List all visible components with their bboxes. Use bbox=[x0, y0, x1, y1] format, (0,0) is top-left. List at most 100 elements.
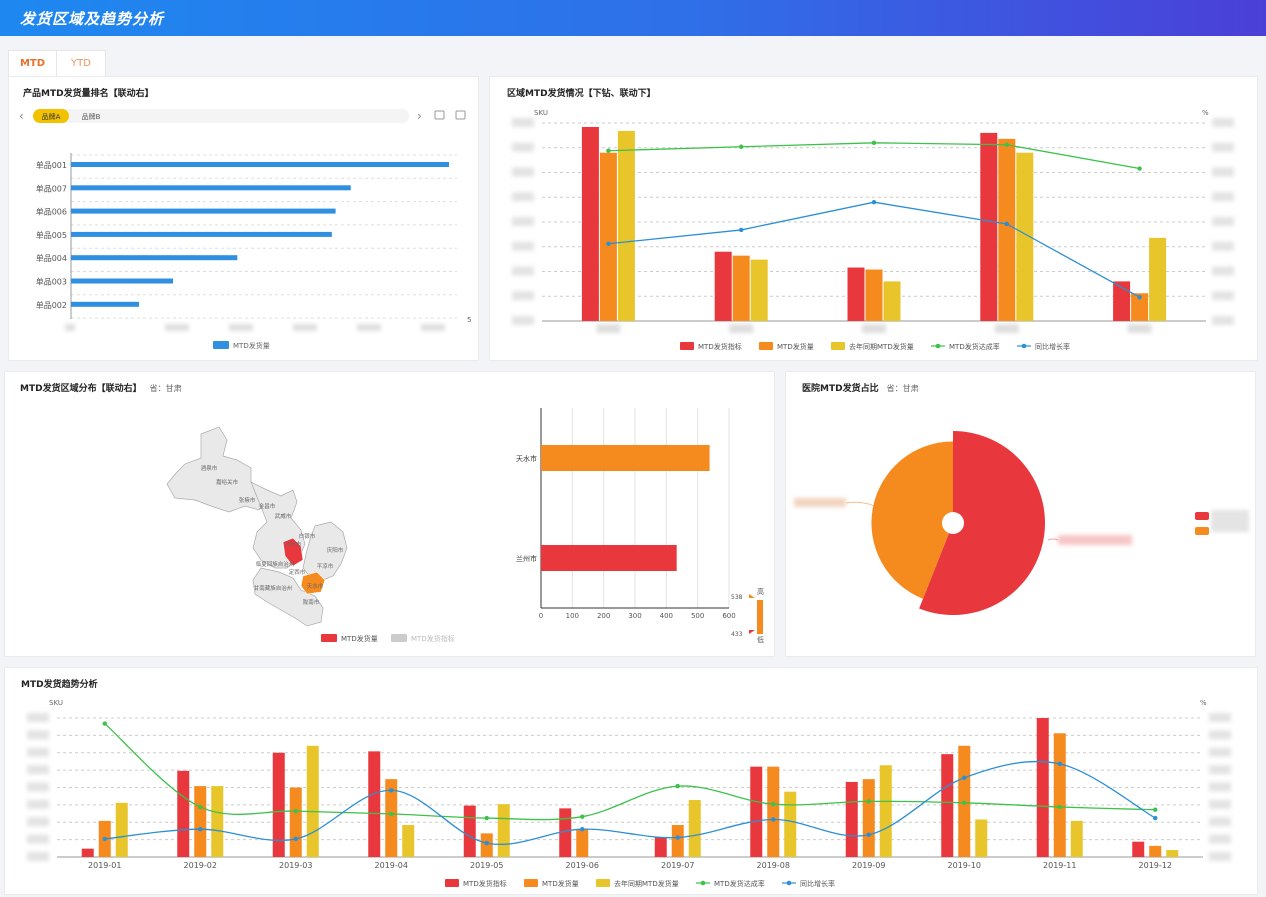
trend-bar[interactable] bbox=[402, 825, 415, 857]
region-line[interactable] bbox=[608, 142, 1140, 170]
trend-legend-label[interactable]: MTD发货达成率 bbox=[714, 879, 765, 888]
region-legend-label[interactable]: MTD发货量 bbox=[777, 342, 814, 351]
trend-bar[interactable] bbox=[497, 804, 510, 857]
map-legend-swatch-volume[interactable] bbox=[321, 634, 337, 642]
trend-line-point[interactable] bbox=[1153, 815, 1158, 821]
trend-legend-label[interactable]: 同比增长率 bbox=[800, 879, 835, 888]
trend-legend-label[interactable]: MTD发货指标 bbox=[463, 879, 507, 888]
region-bar[interactable] bbox=[750, 259, 768, 321]
map-lanzhou[interactable] bbox=[282, 537, 304, 567]
region-bar[interactable] bbox=[1131, 293, 1149, 321]
chip-prev-icon[interactable]: ‹ bbox=[19, 109, 24, 123]
trend-bar[interactable] bbox=[385, 779, 398, 857]
trend-line-point[interactable] bbox=[198, 827, 203, 832]
region-legend-swatch[interactable] bbox=[831, 342, 845, 350]
trend-bar[interactable] bbox=[463, 805, 476, 857]
region-bar[interactable] bbox=[1149, 237, 1167, 321]
trend-bar[interactable] bbox=[862, 779, 875, 857]
trend-bar[interactable] bbox=[879, 765, 892, 857]
trend-bar[interactable] bbox=[1149, 845, 1162, 857]
region-legend-swatch[interactable] bbox=[680, 342, 694, 350]
trend-bar[interactable] bbox=[306, 745, 319, 857]
trend-bar[interactable] bbox=[688, 800, 701, 857]
trend-line-point[interactable] bbox=[389, 788, 394, 793]
visual-map-bar[interactable] bbox=[757, 600, 763, 634]
trend-bar[interactable] bbox=[941, 754, 954, 857]
trend-line-point[interactable] bbox=[580, 814, 585, 819]
region-legend-swatch[interactable] bbox=[759, 342, 773, 350]
rank-bar[interactable] bbox=[71, 301, 140, 307]
visual-map[interactable]: 高 低 538 433 bbox=[731, 587, 764, 644]
region-bar[interactable] bbox=[847, 267, 865, 321]
trend-line-point[interactable] bbox=[771, 801, 776, 807]
rank-bar[interactable] bbox=[71, 231, 332, 237]
region-legend-swatch[interactable] bbox=[1021, 343, 1027, 349]
trend-line-point[interactable] bbox=[102, 721, 107, 726]
trend-line-point[interactable] bbox=[102, 836, 107, 842]
trend-bar[interactable] bbox=[194, 786, 207, 857]
trend-bar[interactable] bbox=[654, 837, 667, 857]
trend-bar[interactable] bbox=[559, 808, 572, 857]
pie-legend-swatch-b[interactable] bbox=[1195, 527, 1209, 535]
rank-bar[interactable] bbox=[71, 162, 449, 167]
map-legend-target[interactable]: MTD发货指标 bbox=[411, 634, 455, 643]
rank-legend-swatch[interactable] bbox=[213, 341, 229, 349]
region-bar[interactable] bbox=[617, 130, 635, 321]
region-bar[interactable] bbox=[998, 138, 1016, 321]
trend-bar[interactable] bbox=[1166, 850, 1179, 857]
map-tianshui[interactable] bbox=[300, 571, 326, 595]
trend-legend-label[interactable]: 去年同期MTD发货量 bbox=[614, 879, 679, 888]
trend-line-point[interactable] bbox=[962, 800, 967, 805]
trend-line-point[interactable] bbox=[293, 808, 298, 814]
trend-line-point[interactable] bbox=[675, 835, 680, 840]
trend-line-point[interactable] bbox=[675, 783, 680, 789]
region-bar[interactable] bbox=[714, 251, 732, 321]
pie-slice[interactable] bbox=[919, 431, 1045, 615]
trend-bar[interactable] bbox=[767, 766, 780, 857]
trend-legend-swatch[interactable] bbox=[700, 880, 706, 886]
trend-bar[interactable] bbox=[177, 770, 190, 857]
region-legend-label[interactable]: 同比增长率 bbox=[1035, 342, 1070, 351]
region-bar[interactable] bbox=[599, 152, 617, 321]
trend-line-point[interactable] bbox=[1153, 807, 1158, 812]
region-bar[interactable] bbox=[732, 255, 750, 321]
visual-map-handle-low-icon[interactable] bbox=[749, 630, 755, 634]
region-line-point[interactable] bbox=[606, 241, 611, 246]
trend-bar[interactable] bbox=[845, 781, 858, 857]
region-line-point[interactable] bbox=[1137, 295, 1142, 300]
map-region-east[interactable] bbox=[302, 521, 348, 581]
pie-slice[interactable] bbox=[871, 441, 953, 599]
trend-bar[interactable] bbox=[272, 752, 285, 857]
region-line-point[interactable] bbox=[606, 148, 611, 153]
region-bar[interactable] bbox=[865, 269, 883, 321]
region-bar[interactable] bbox=[1113, 281, 1131, 321]
trend-bar[interactable] bbox=[289, 787, 302, 858]
region-line-point[interactable] bbox=[1137, 166, 1142, 171]
region-line-point[interactable] bbox=[739, 227, 744, 233]
gansu-map[interactable] bbox=[166, 426, 348, 627]
trend-line-point[interactable] bbox=[962, 775, 967, 780]
trend-legend-label[interactable]: MTD发货量 bbox=[542, 879, 579, 888]
trend-line-point[interactable] bbox=[484, 815, 489, 821]
trend-bar[interactable] bbox=[1132, 841, 1145, 857]
chip-next-icon[interactable]: › bbox=[417, 109, 422, 123]
region-bar[interactable] bbox=[1016, 152, 1034, 321]
region-legend-swatch[interactable] bbox=[935, 343, 941, 349]
rank-bar[interactable] bbox=[71, 278, 174, 284]
trend-line-point[interactable] bbox=[866, 799, 871, 804]
trend-bar[interactable] bbox=[576, 829, 589, 857]
trend-line-point[interactable] bbox=[198, 804, 203, 810]
visual-map-handle-high-icon[interactable] bbox=[749, 594, 755, 598]
trend-line[interactable] bbox=[104, 760, 1156, 845]
region-legend-label[interactable]: MTD发货指标 bbox=[698, 342, 742, 351]
trend-bar[interactable] bbox=[1053, 733, 1066, 857]
trend-line-point[interactable] bbox=[389, 811, 394, 817]
trend-bar[interactable] bbox=[81, 848, 94, 857]
trend-line-point[interactable] bbox=[484, 840, 489, 846]
region-line-point[interactable] bbox=[1004, 142, 1009, 147]
trend-bar[interactable] bbox=[211, 786, 224, 857]
trend-line-point[interactable] bbox=[580, 827, 585, 832]
copy-icon[interactable] bbox=[434, 110, 445, 120]
rank-bar[interactable] bbox=[71, 208, 336, 214]
region-line-point[interactable] bbox=[871, 140, 877, 145]
